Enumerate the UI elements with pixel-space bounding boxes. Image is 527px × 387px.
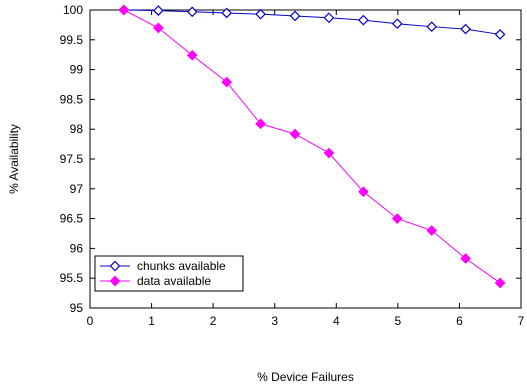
x-tick-label: 4: [333, 314, 340, 328]
series-0: [118, 4, 506, 40]
legend-item: data available: [100, 274, 211, 288]
x-tick-label: 0: [87, 314, 94, 328]
series-group: [118, 4, 506, 289]
data-point: [460, 23, 471, 35]
x-axis-label: % Device Failures: [257, 370, 354, 384]
x-tick-label: 5: [395, 314, 402, 328]
data-point: [358, 186, 369, 198]
data-point: [255, 8, 266, 20]
x-tick-label: 2: [210, 314, 217, 328]
y-tick-label: 99: [70, 63, 84, 77]
data-point: [289, 128, 301, 140]
data-point: [494, 277, 506, 289]
data-point: [289, 10, 301, 22]
data-point: [426, 21, 438, 33]
data-point: [391, 213, 403, 224]
x-tick-label: 1: [148, 314, 155, 328]
legend-item: chunks available: [100, 259, 226, 273]
y-tick-label: 97.5: [60, 152, 84, 166]
data-point: [186, 6, 198, 18]
data-point: [118, 4, 130, 16]
series-line: [123, 9, 501, 35]
y-tick-label: 96: [70, 241, 84, 255]
data-point: [221, 76, 233, 88]
data-point: [323, 147, 335, 159]
legend-box: [94, 255, 244, 292]
data-point: [255, 118, 266, 130]
y-tick-label: 95.5: [60, 271, 84, 285]
legend-label: chunks available: [137, 259, 226, 273]
data-point: [186, 49, 198, 61]
y-tick-label: 98: [70, 122, 84, 136]
series-1: [118, 4, 506, 289]
y-axis-label: % Availability: [7, 124, 21, 194]
y-tick-label: 95: [70, 301, 84, 315]
data-point: [152, 5, 164, 16]
data-point: [152, 22, 164, 34]
series-line: [123, 9, 501, 284]
data-point: [358, 14, 369, 26]
y-tick-label: 98.5: [60, 92, 84, 106]
y-tick-label: 100: [63, 3, 83, 17]
x-tick-label: 7: [518, 314, 525, 328]
x-tick-label: 6: [456, 314, 463, 328]
data-point: [391, 18, 403, 30]
y-tick-label: 96.5: [60, 212, 84, 226]
y-tick-label: 99.5: [60, 33, 84, 47]
data-point: [221, 7, 233, 19]
data-point: [323, 12, 335, 24]
data-point: [494, 29, 506, 40]
data-point: [460, 253, 471, 264]
x-tick-label: 3: [271, 314, 278, 328]
y-tick-label: 97: [70, 182, 84, 196]
axis-ticks: 0 1 2 3 4 5 6 7 95 95.5 96 96.5 97 97.5 98 98.5 99 99.5 10…: [60, 3, 525, 328]
legend-label: data available: [137, 274, 211, 288]
legend-marker: [109, 260, 121, 272]
legend-marker: [109, 275, 121, 287]
data-point: [426, 225, 438, 236]
